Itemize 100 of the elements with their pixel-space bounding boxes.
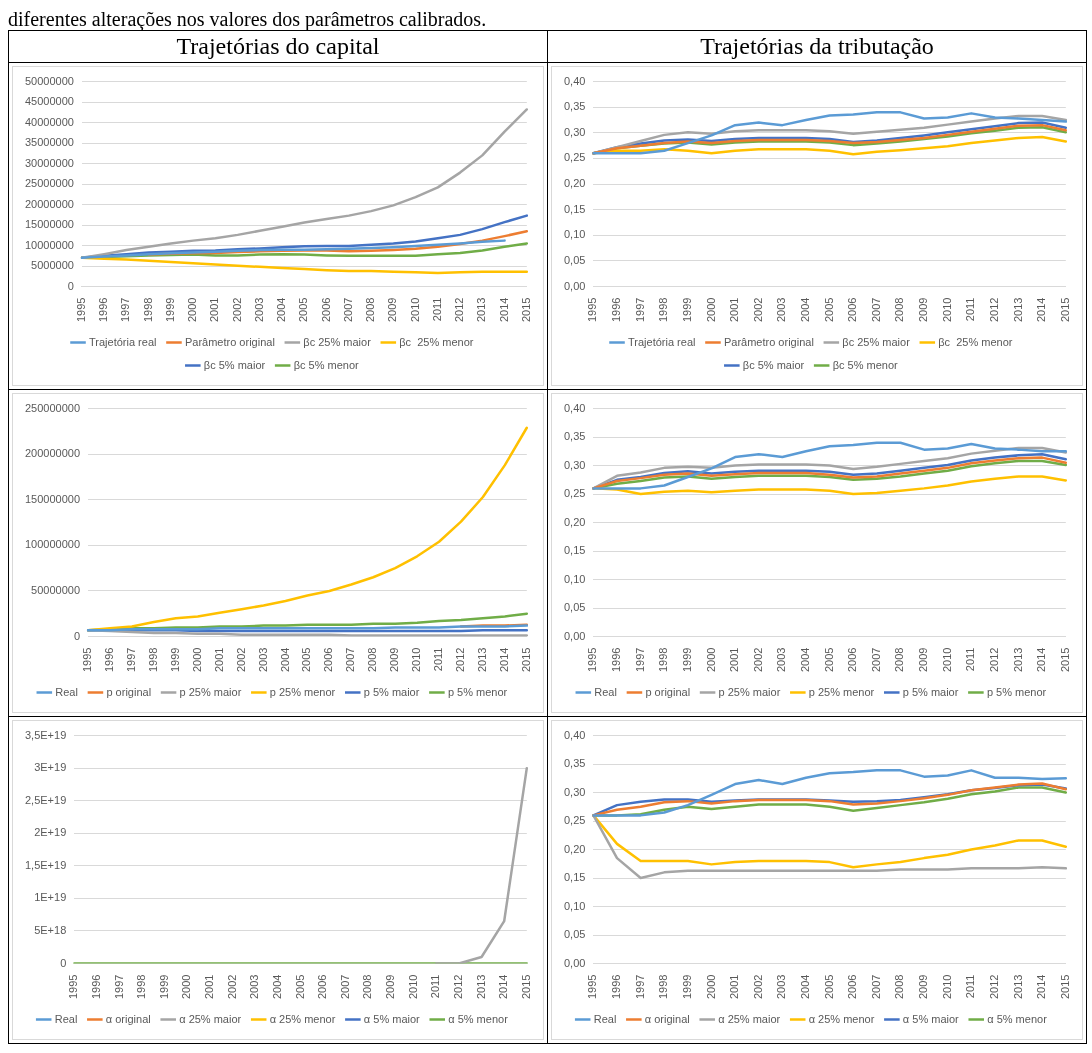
legend-label: βc 5% menor bbox=[293, 358, 360, 371]
x-tick-label: 2005 bbox=[822, 974, 835, 1000]
x-tick-label: 2007 bbox=[869, 297, 882, 323]
legend-label: βc 25% menor bbox=[399, 335, 474, 348]
y-tick-label: 0,00 bbox=[563, 956, 586, 969]
x-tick-label: 2011 bbox=[964, 297, 977, 322]
legend-label: α 25% menor bbox=[808, 1012, 875, 1025]
y-tick-label: 50000000 bbox=[31, 583, 81, 596]
x-tick-label: 2012 bbox=[453, 297, 466, 323]
y-tick-label: 150000000 bbox=[25, 492, 81, 505]
y-tick-label: 0,20 bbox=[563, 842, 586, 855]
legend-label: Trajetória real bbox=[628, 335, 696, 348]
x-tick-label: 2006 bbox=[322, 647, 335, 673]
x-tick-label: 2014 bbox=[1035, 974, 1048, 1000]
x-tick-label: 2004 bbox=[799, 647, 812, 673]
legend-label: p original bbox=[106, 685, 152, 698]
x-tick-label: 2005 bbox=[297, 297, 310, 323]
y-tick-label: 0,40 bbox=[563, 401, 586, 414]
x-tick-label: 2006 bbox=[846, 974, 859, 1000]
legend-label: p 5% maior bbox=[363, 685, 420, 698]
x-tick-label: 2004 bbox=[270, 974, 283, 1000]
legend-label: Real bbox=[55, 685, 78, 698]
x-tick-label: 1999 bbox=[680, 647, 693, 673]
x-tick-label: 2002 bbox=[234, 647, 247, 673]
legend-label: βc 5% maior bbox=[203, 358, 266, 371]
x-tick-label: 2010 bbox=[406, 974, 419, 1000]
x-tick-label: 2014 bbox=[1035, 297, 1048, 323]
x-tick-label: 2002 bbox=[230, 297, 243, 323]
x-tick-label: 2005 bbox=[293, 974, 306, 1000]
y-tick-label: 0,35 bbox=[563, 430, 586, 443]
legend-label: α 25% maior bbox=[718, 1012, 781, 1025]
x-tick-label: 2015 bbox=[519, 647, 532, 673]
x-tick-label: 2012 bbox=[987, 297, 1000, 323]
x-tick-label: 2010 bbox=[940, 974, 953, 1000]
x-tick-label: 2009 bbox=[917, 297, 930, 323]
legend-label: βc 25% maior bbox=[842, 335, 911, 348]
y-tick-label: 3,5E+19 bbox=[24, 728, 67, 741]
y-tick-label: 0,35 bbox=[563, 757, 586, 770]
x-tick-label: 1998 bbox=[141, 297, 154, 323]
x-tick-label: 2000 bbox=[186, 297, 199, 323]
y-tick-label: 0,05 bbox=[563, 601, 586, 614]
y-tick-label: 0,20 bbox=[563, 177, 586, 190]
y-tick-label: 200000000 bbox=[25, 447, 81, 460]
x-tick-label: 1997 bbox=[633, 974, 646, 1000]
x-tick-label: 2004 bbox=[275, 297, 288, 323]
y-tick-label: 0,30 bbox=[563, 785, 586, 798]
x-tick-label: 2006 bbox=[316, 974, 329, 1000]
x-tick-label: 2003 bbox=[248, 974, 261, 1000]
x-tick-label: 2000 bbox=[190, 647, 203, 673]
chart-title: Trajetórias da tributação bbox=[547, 30, 1087, 63]
y-tick-label: 1,5E+19 bbox=[24, 858, 67, 871]
legend-label: βc 5% menor bbox=[832, 358, 899, 371]
y-tick-label: 10000000 bbox=[24, 238, 74, 251]
y-tick-label: 35000000 bbox=[24, 136, 74, 149]
x-tick-label: 2010 bbox=[940, 647, 953, 673]
x-tick-label: 2013 bbox=[475, 647, 488, 673]
x-tick-label: 2008 bbox=[893, 974, 906, 1000]
x-tick-label: 2013 bbox=[1011, 647, 1024, 673]
legend-label: α 5% maior bbox=[902, 1012, 960, 1025]
x-tick-label: 2013 bbox=[474, 974, 487, 1000]
legend-label: p 25% menor bbox=[269, 685, 336, 698]
x-tick-label: 2013 bbox=[1011, 974, 1024, 1000]
x-tick-label: 1998 bbox=[657, 297, 670, 323]
y-tick-label: 50000000 bbox=[24, 74, 74, 87]
y-tick-label: 0,10 bbox=[563, 228, 586, 241]
y-tick-label: 2E+19 bbox=[34, 826, 67, 839]
y-tick-label: 30000000 bbox=[24, 156, 74, 169]
x-tick-label: 2014 bbox=[497, 647, 510, 673]
x-tick-label: 2011 bbox=[432, 647, 445, 672]
x-tick-label: 2008 bbox=[366, 647, 379, 673]
legend-label: p 5% maior bbox=[902, 685, 959, 698]
x-tick-label: 1999 bbox=[680, 974, 693, 1000]
y-tick-label: 0,40 bbox=[563, 728, 586, 741]
y-tick-label: 0,20 bbox=[563, 515, 586, 528]
x-tick-label: 2004 bbox=[799, 297, 812, 323]
x-tick-label: 2003 bbox=[256, 647, 269, 673]
x-tick-label: 2015 bbox=[519, 297, 532, 323]
x-tick-label: 2006 bbox=[846, 297, 859, 323]
x-tick-label: 2008 bbox=[893, 297, 906, 323]
x-tick-label: 2012 bbox=[987, 647, 1000, 673]
x-tick-label: 2002 bbox=[751, 974, 764, 1000]
y-tick-label: 2,5E+19 bbox=[24, 793, 67, 806]
x-tick-label: 2014 bbox=[497, 297, 510, 323]
x-tick-label: 2009 bbox=[384, 974, 397, 1000]
x-tick-label: 2004 bbox=[278, 647, 291, 673]
y-tick-label: 15000000 bbox=[24, 218, 74, 231]
x-tick-label: 2015 bbox=[1058, 647, 1071, 673]
x-tick-label: 1998 bbox=[657, 974, 670, 1000]
legend-label: α 5% maior bbox=[363, 1012, 421, 1025]
x-tick-label: 2008 bbox=[893, 647, 906, 673]
x-tick-label: 2007 bbox=[344, 647, 357, 673]
x-tick-label: 2014 bbox=[497, 974, 510, 1000]
x-tick-label: 1995 bbox=[586, 647, 599, 673]
x-tick-label: 2002 bbox=[751, 297, 764, 323]
x-tick-label: 1996 bbox=[97, 297, 110, 323]
x-tick-label: 1999 bbox=[163, 297, 176, 323]
legend-label: Real bbox=[593, 1012, 617, 1025]
legend-label: βc 25% menor bbox=[938, 335, 1013, 348]
legend-label: α 25% maior bbox=[179, 1012, 242, 1025]
x-tick-label: 2000 bbox=[704, 297, 717, 323]
